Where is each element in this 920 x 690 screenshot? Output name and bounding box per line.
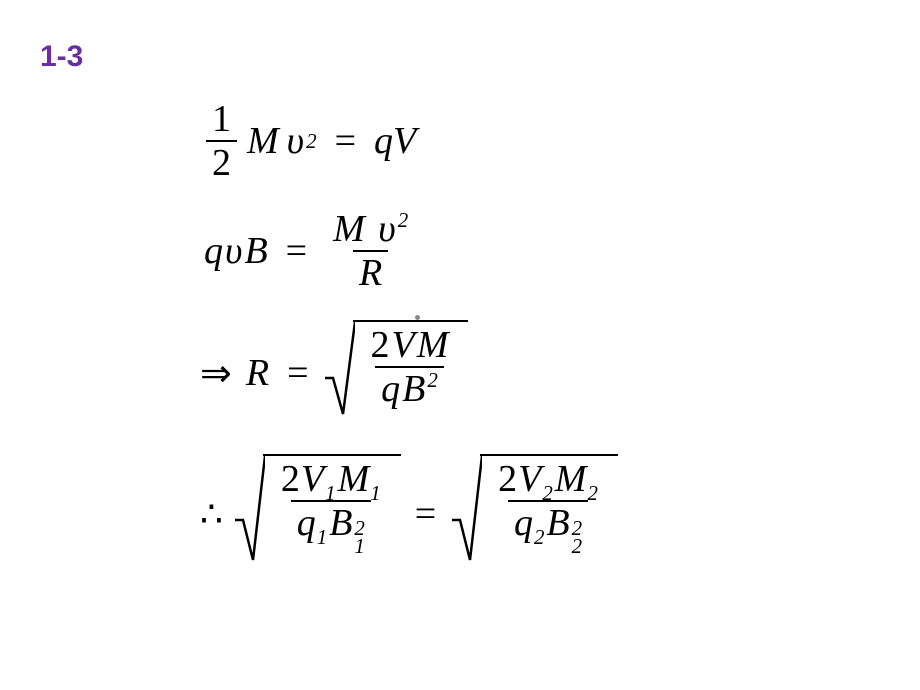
sqrt-left: 2V1M1 q1B21	[233, 454, 401, 574]
exp-2: 2	[398, 208, 408, 232]
two-text: 2	[281, 458, 300, 500]
num-mv2: M υ2	[327, 210, 414, 250]
equals-sign: =	[415, 492, 436, 536]
sub-1: 1	[370, 481, 380, 505]
den-left: q1B21	[291, 500, 371, 556]
var-B: B	[244, 229, 267, 273]
implies-symbol: ⇒	[200, 351, 232, 396]
radical-icon	[233, 454, 265, 574]
sub-2: 2	[534, 525, 544, 549]
radical-icon	[323, 320, 355, 426]
den-2: 2	[206, 140, 237, 182]
M-text: M	[417, 324, 449, 366]
equations-block: 1 2 M υ2 = q V q υ B = M υ2 R ⇒ R =	[200, 100, 618, 602]
two-text: 2	[371, 324, 390, 366]
var-V: V	[393, 119, 416, 163]
v-text: υ	[378, 208, 395, 250]
therefore-symbol: ∴	[200, 493, 223, 535]
sqrt-content: 2V1M1 q1B21	[263, 454, 401, 556]
var-v: υ2	[287, 119, 317, 163]
sqrt-right: 2V2M2 q2B22	[450, 454, 618, 574]
sub-1: 1	[317, 525, 327, 549]
var-q: q	[204, 229, 223, 273]
var-R: R	[246, 351, 269, 395]
var-q: q	[374, 119, 393, 163]
equation-3: ⇒ R = 2VM qB2	[200, 320, 618, 426]
var-v: υ	[225, 229, 242, 273]
den-right: q2B22	[508, 500, 588, 556]
sub-1: 1	[354, 538, 364, 556]
den-qb2: qB2	[375, 366, 444, 408]
two-text: 2	[498, 458, 517, 500]
section-heading: 1-3	[40, 40, 83, 74]
q-text: q	[297, 502, 316, 544]
exp-2: 2	[427, 368, 437, 392]
V-text: V	[518, 458, 541, 500]
q-text: q	[514, 502, 533, 544]
M-text: M	[555, 458, 587, 500]
equals-sign: =	[287, 351, 308, 395]
upsilon: υ	[287, 119, 304, 163]
sub-2: 2	[572, 538, 582, 556]
equation-2: q υ B = M υ2 R	[200, 210, 618, 292]
num-2vm: 2VM	[365, 326, 455, 366]
dot-marker	[415, 315, 420, 320]
V-text: V	[301, 458, 324, 500]
q-text: q	[381, 368, 400, 410]
B-text: B	[546, 502, 569, 544]
subsup-2: 22	[572, 520, 582, 556]
fraction-2vm-qb2: 2VM qB2	[365, 326, 455, 408]
den-R: R	[353, 250, 388, 292]
equation-4: ∴ 2V1M1 q1B21 =	[200, 454, 618, 574]
fraction-left: 2V1M1 q1B21	[275, 460, 387, 556]
M-text: M	[338, 458, 370, 500]
M-text: M	[333, 208, 365, 250]
sqrt-content: 2V2M2 q2B22	[480, 454, 618, 556]
equation-1: 1 2 M υ2 = q V	[200, 100, 618, 182]
var-M: M	[247, 119, 279, 163]
radical-icon	[450, 454, 482, 574]
fraction-right: 2V2M2 q2B22	[492, 460, 604, 556]
equals-sign: =	[335, 119, 356, 163]
sqrt-1: 2VM qB2	[323, 320, 469, 426]
sqrt-content: 2VM qB2	[353, 320, 469, 408]
sub-2: 2	[587, 481, 597, 505]
num-right: 2V2M2	[492, 460, 604, 500]
fraction-half: 1 2	[206, 100, 237, 182]
num-left: 2V1M1	[275, 460, 387, 500]
B-text: B	[402, 368, 425, 410]
V-text: V	[392, 324, 415, 366]
B-text: B	[329, 502, 352, 544]
subsup-1: 21	[354, 520, 364, 556]
num-1: 1	[206, 100, 237, 140]
fraction-mv2-r: M υ2 R	[327, 210, 414, 292]
equals-sign: =	[286, 229, 307, 273]
